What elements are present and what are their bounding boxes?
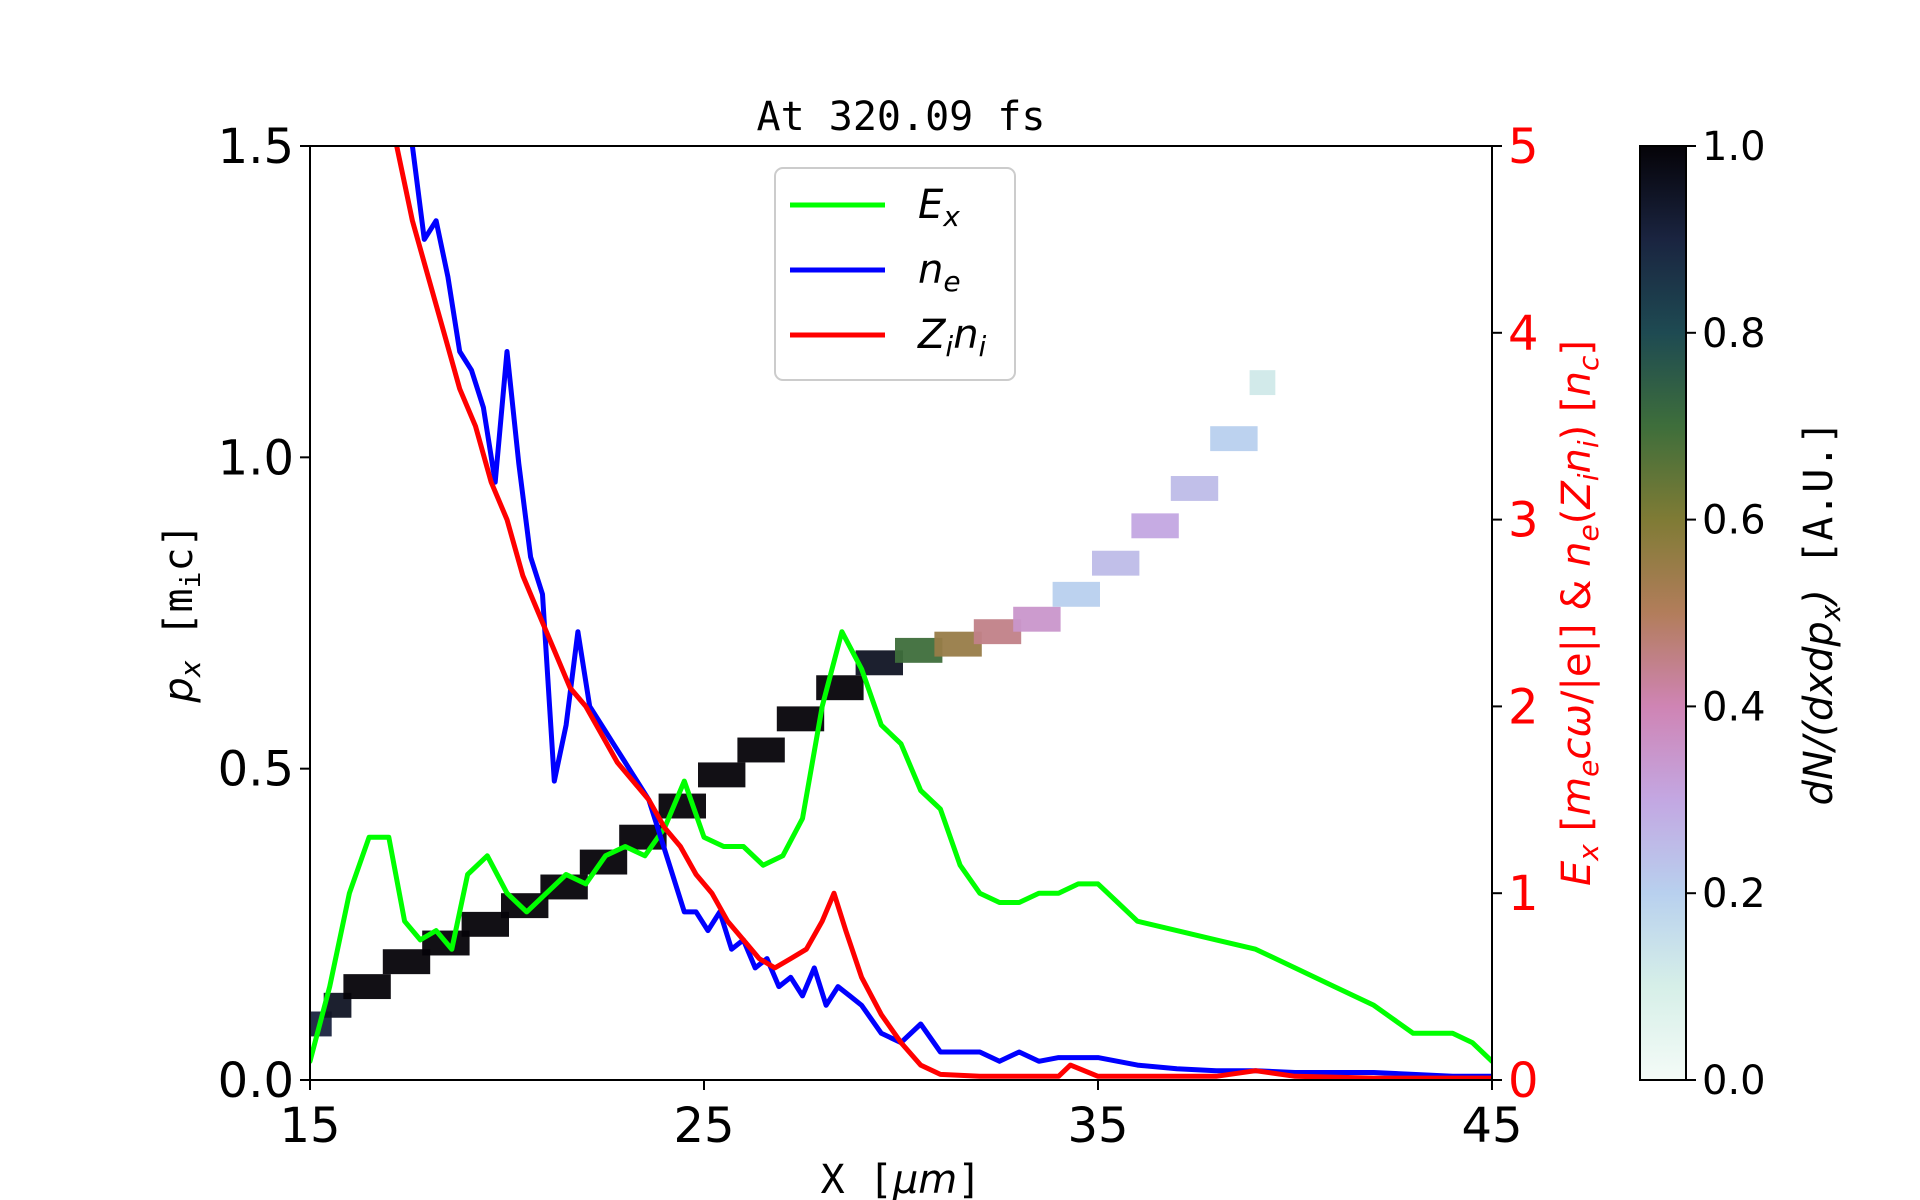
right-y-axis: 0 1 2 3 4 5 — [1492, 119, 1539, 1109]
phase-space-cell — [698, 762, 746, 788]
right-y-tick-label: 1 — [1508, 866, 1539, 922]
x-tick-label: 45 — [1461, 1098, 1522, 1154]
phase-space-cell — [1170, 476, 1219, 501]
colorbar — [1639, 145, 1687, 1081]
legend-label-ex: Ex — [918, 182, 960, 233]
left-y-axis-label: px [mic] — [156, 523, 207, 703]
colorbar-axis: 0.0 0.2 0.4 0.6 0.8 1.0 — [1686, 124, 1766, 1104]
x-axis-label: X [μm] — [821, 1157, 982, 1200]
phase-space-cell — [658, 793, 706, 819]
phase-space-cell — [343, 974, 391, 1000]
colorbar-tick-label: 0.8 — [1702, 311, 1766, 357]
left-y-tick-label: 0.0 — [218, 1053, 294, 1109]
right-y-tick-label: 5 — [1508, 119, 1539, 175]
phase-space-cell — [1131, 513, 1179, 539]
legend-box — [774, 167, 1016, 381]
left-y-tick-label: 1.0 — [218, 430, 294, 486]
phase-space-cell — [1249, 370, 1276, 396]
x-tick-label: 15 — [279, 1098, 340, 1154]
x-axis: 15 25 35 45 — [279, 1080, 1523, 1154]
line-series-layer — [310, 146, 1492, 1080]
legend-label-zini: Zini — [917, 312, 987, 363]
phase-space-cell — [1052, 581, 1100, 607]
right-y-tick-label: 2 — [1508, 679, 1539, 735]
right-y-axis-label: Ex [mecω/|e|] & ne(Zini) [nc] — [1554, 340, 1605, 886]
right-y-tick-label: 3 — [1508, 493, 1539, 549]
legend: Ex ne Zini — [774, 167, 1016, 381]
plot-frame — [309, 145, 1493, 1081]
colorbar-tick-label: 0.0 — [1702, 1058, 1766, 1104]
chart-title: At 320.09 fs — [757, 94, 1046, 140]
phase-space-cell — [1210, 426, 1258, 452]
colorbar-tick-label: 0.2 — [1702, 871, 1766, 917]
phase-space-cell — [1092, 550, 1140, 576]
colorbar-tick-label: 0.4 — [1702, 684, 1766, 730]
phase-space-cell — [737, 737, 785, 763]
series-line-e-x — [310, 629, 1492, 1064]
left-y-tick-label: 0.5 — [218, 742, 294, 798]
left-y-axis: 0.0 0.5 1.0 1.5 — [218, 119, 310, 1109]
left-y-tick-label: 1.5 — [218, 119, 294, 175]
right-y-tick-label: 0 — [1508, 1053, 1539, 1109]
phase-space-cell — [1013, 606, 1061, 632]
colorbar-tick-label: 1.0 — [1702, 124, 1766, 170]
phase-space-layer — [310, 370, 1276, 1037]
series-line-z-i-n-i — [394, 146, 1492, 1080]
colorbar-tick-label: 0.6 — [1702, 498, 1766, 544]
x-tick-label: 35 — [1067, 1098, 1128, 1154]
x-tick-label: 25 — [673, 1098, 734, 1154]
series-line-n-e — [409, 146, 1492, 1079]
colorbar-label: dN/(dxdpx) [A.U.] — [1796, 420, 1847, 805]
right-y-tick-label: 4 — [1508, 306, 1539, 362]
